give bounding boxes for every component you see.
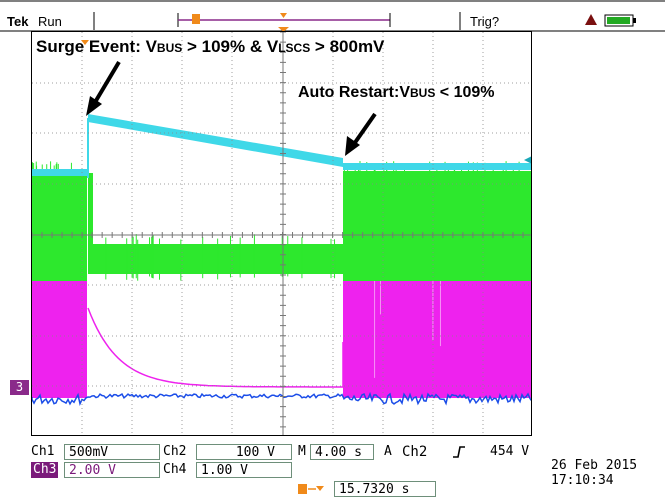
- ch2-scale[interactable]: 100 V: [196, 444, 292, 460]
- ch1-trace-surge-decay: [88, 114, 343, 167]
- battery-icon: [604, 14, 636, 27]
- date-time: 26 Feb 2015 17:10:34: [551, 458, 637, 488]
- time-label: 17:10:34: [551, 473, 614, 488]
- ch2-label[interactable]: Ch2: [163, 444, 187, 459]
- timebase-label: M: [298, 444, 306, 459]
- ch1-scale[interactable]: 500mV: [64, 444, 160, 460]
- ch4-trace: [32, 391, 531, 406]
- timebase-value[interactable]: 4.00 s: [310, 444, 374, 460]
- ch2-trace-before-surge: [32, 171, 87, 281]
- trigger-level[interactable]: 454 V: [490, 444, 530, 459]
- trigger-position-icon: [298, 484, 324, 494]
- record-position-indicator: [0, 0, 665, 32]
- date-label: 26 Feb 2015: [551, 458, 638, 473]
- ch1-label[interactable]: Ch1: [31, 444, 55, 459]
- warning-triangle-icon: [585, 14, 597, 25]
- ch3-trace-after-restart: [343, 281, 531, 398]
- readout-panel: Ch1 500mV Ch2 100 V M 4.00 s A Ch2 454 V…: [0, 440, 665, 499]
- waveform-display: Surge Event: VBUS > 109% & VLSCS > 800mV…: [31, 31, 532, 436]
- ch2-trace-after-restart: [343, 171, 531, 281]
- trigger-mode: A: [384, 444, 392, 459]
- status-icons: [585, 14, 636, 27]
- surge-event-annotation: Surge Event: VBUS > 109% & VLSCS > 800mV: [36, 37, 385, 56]
- trigger-position-value[interactable]: 15.7320 s: [334, 481, 436, 497]
- surge-arrow-head: [86, 96, 102, 116]
- ch3-label[interactable]: Ch3: [31, 462, 59, 478]
- ch3-ground-marker[interactable]: 3: [10, 380, 29, 395]
- surge-arrow-shaft: [92, 60, 121, 106]
- status-bar: Tek Run Trig?: [0, 0, 665, 32]
- ch4-label[interactable]: Ch4: [163, 462, 187, 477]
- trigger-status: Trig?: [470, 14, 500, 29]
- ch1-trace-before-surge: [32, 169, 87, 176]
- trigger-level-marker: [524, 156, 531, 164]
- restart-arrow-shaft: [352, 112, 377, 146]
- brand-label: Tek: [7, 14, 29, 29]
- acquisition-status: Run: [38, 14, 62, 29]
- ch4-scale[interactable]: 1.00 V: [196, 462, 292, 478]
- ch3-trace-decay: [87, 307, 343, 388]
- auto-restart-annotation: Auto Restart:VBUS < 109%: [298, 84, 495, 101]
- restart-arrow-head: [345, 136, 360, 156]
- ch3-scale[interactable]: 2.00 V: [64, 462, 160, 478]
- ch1-trace-after-restart: [343, 163, 531, 170]
- trigger-point-marker: [81, 40, 89, 45]
- ch2-trace-surge-edge: [88, 173, 93, 274]
- ch3-trace-before-surge: [32, 281, 87, 398]
- waveform-svg: [32, 32, 531, 435]
- trigger-channel[interactable]: Ch2: [402, 444, 428, 460]
- rising-edge-icon: [453, 446, 465, 458]
